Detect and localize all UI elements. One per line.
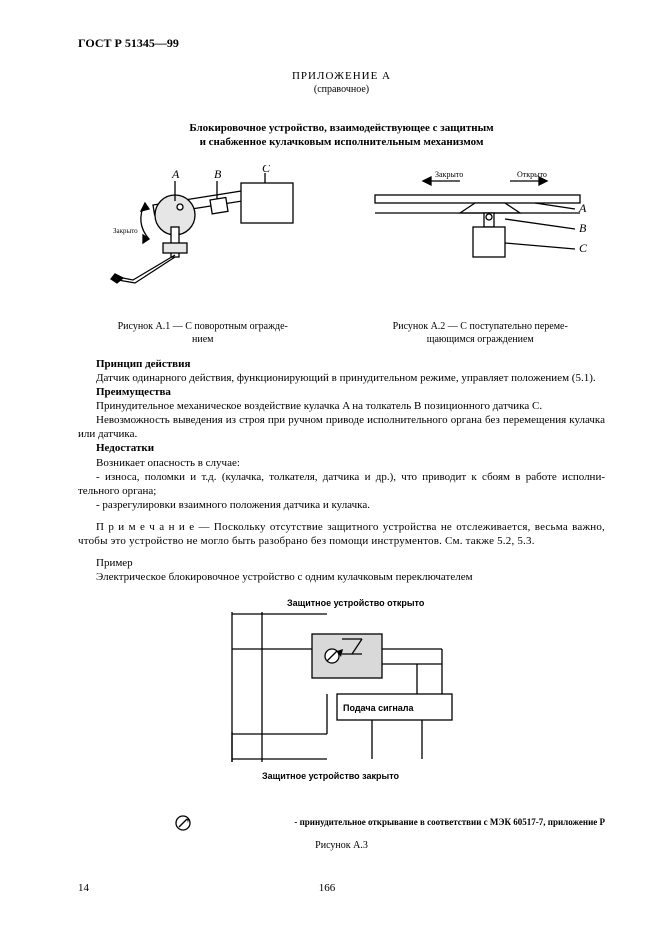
note: П р и м е ч а н и е — Поскольку отсутств… <box>78 520 605 548</box>
figure-a2: Закрыто Открыто A B C Рисунок А.2 — С по… <box>356 165 606 347</box>
fig-a1-closed: Закрыто <box>113 227 138 235</box>
para-principle: Датчик одинарного действия, функционирую… <box>78 371 605 385</box>
section-title-line1: Блокировочное устройство, взаимодействую… <box>78 121 605 135</box>
fig-a1-label-c: C <box>262 165 271 175</box>
heading-advantages: Преимущества <box>78 385 605 399</box>
figure-a3-caption: Рисунок А.3 <box>78 840 605 853</box>
figure-a2-svg: Закрыто Открыто A B C <box>365 165 595 315</box>
figure-row: A B C Закрыто Рисунок А.1 — С поворотным… <box>78 165 605 347</box>
fig-a2-closed: Закрыто <box>435 170 463 179</box>
fig-a1-label-b: B <box>214 167 222 181</box>
para-adv-1: Принудительное механическое воздействие … <box>78 399 605 413</box>
fig-a3-legend: - принудительное открывание в соответств… <box>78 814 605 832</box>
forced-open-icon <box>174 814 192 832</box>
page-number-left: 14 <box>78 881 89 895</box>
fig-a3-bottom-label: Защитное устройство закрыто <box>262 771 400 781</box>
figure-a1-svg: A B C Закрыто <box>83 165 323 315</box>
para-dis-1: Возникает опасность в случае: <box>78 456 605 470</box>
figure-a1: A B C Закрыто Рисунок А.1 — С поворотным… <box>78 165 328 347</box>
figure-a2-caption: Рисунок А.2 — С поступательно переме- ща… <box>356 321 606 347</box>
fig-a3-legend-text: - принудительное открывание в соответств… <box>294 817 605 829</box>
appendix-label: ПРИЛОЖЕНИЕ А <box>78 69 605 83</box>
para-adv-2: Невозможность выведения из строя при руч… <box>78 413 605 441</box>
appendix-type: (справочное) <box>78 84 605 97</box>
standard-header: ГОСТ Р 51345—99 <box>78 36 605 51</box>
page-footer: 14 166 <box>78 881 605 895</box>
fig-a2-label-b: B <box>579 221 587 235</box>
example-para: Электрическое блокировочное устройство с… <box>78 570 605 584</box>
fig-a2-label-a: A <box>578 201 587 215</box>
example-heading: Пример <box>78 556 605 570</box>
para-dis-2: - износа, поломки и т.д. (кулачка, толка… <box>78 470 605 498</box>
figure-a3-svg: Защитное устройство открыто <box>192 594 492 804</box>
fig-a2-open: Открыто <box>517 170 547 179</box>
para-dis-3: - разрегулировки взаимного положения дат… <box>78 498 605 512</box>
heading-principle: Принцип действия <box>78 357 605 371</box>
fig-a3-box-label: Подача сигнала <box>343 703 415 713</box>
figure-a1-caption: Рисунок А.1 — С поворотным огражде- нием <box>78 321 328 347</box>
fig-a1-label-a: A <box>171 167 180 181</box>
fig-a2-label-c: C <box>579 241 588 255</box>
fig-a3-top-label: Защитное устройство открыто <box>287 598 425 608</box>
figure-a3: Защитное устройство открыто <box>78 594 605 853</box>
heading-disadvantages: Недостатки <box>78 441 605 455</box>
page-number-center: 166 <box>319 881 336 895</box>
section-title-line2: и снабженное кулачковым исполнительным м… <box>78 135 605 149</box>
